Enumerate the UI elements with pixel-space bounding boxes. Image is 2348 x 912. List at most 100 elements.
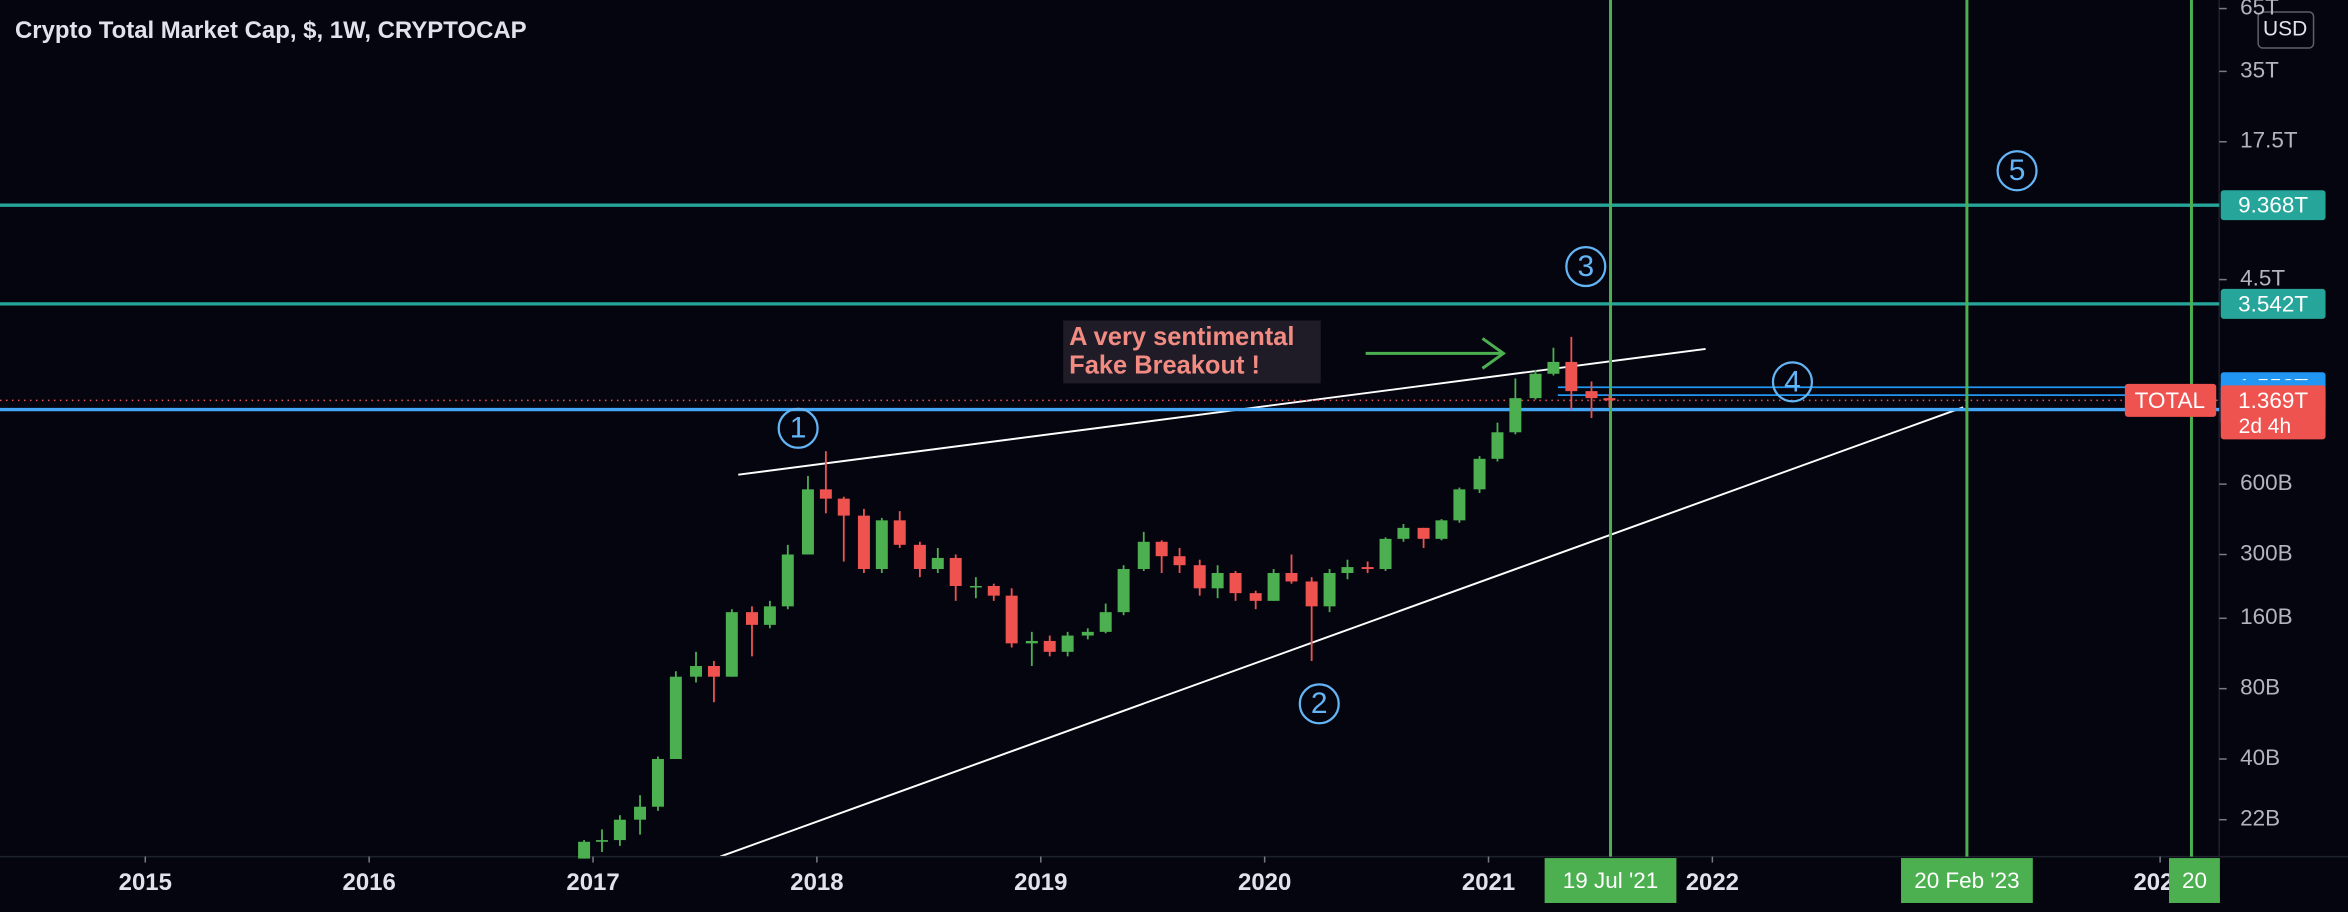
x-tick-label: 2020 xyxy=(1238,869,1291,896)
candle-body xyxy=(1025,640,1038,644)
candle-body xyxy=(913,544,926,570)
price-badge-label: 3.542T xyxy=(2238,291,2308,316)
candle-body xyxy=(1491,432,1504,459)
candle-body xyxy=(1453,489,1466,521)
candle-body xyxy=(1099,612,1112,632)
candle-body xyxy=(595,840,608,842)
candle-body xyxy=(1603,398,1616,401)
candle-body xyxy=(875,520,888,570)
candle-body xyxy=(1061,635,1074,652)
y-tick-label: 65T xyxy=(2240,0,2279,19)
candle-body xyxy=(857,515,870,570)
x-tick-label: 2022 xyxy=(1686,869,1739,896)
wave-marker xyxy=(1771,361,1814,403)
y-tick-label: 600B xyxy=(2240,470,2292,495)
arrow-head xyxy=(1481,337,1507,370)
note-line: A very sentimental xyxy=(1069,323,1294,351)
candle-body xyxy=(1267,573,1280,601)
candle-body xyxy=(987,585,1000,596)
y-tick-label: 160B xyxy=(2240,604,2292,629)
y-tick-label: 35T xyxy=(2240,57,2279,82)
candle-body xyxy=(1229,573,1242,594)
candle-body xyxy=(1509,398,1522,433)
candle-body xyxy=(613,819,626,841)
date-badge xyxy=(1544,858,1677,903)
y-tick-label: 17.5T xyxy=(2240,128,2298,153)
candle-body xyxy=(1417,527,1430,539)
note-line: Fake Breakout ! xyxy=(1069,352,1260,380)
candle-body xyxy=(1005,595,1018,644)
candle-body xyxy=(949,557,962,586)
candle-body xyxy=(1529,373,1542,399)
y-tick-label: 80B xyxy=(2240,675,2280,700)
candle-body xyxy=(1547,361,1560,374)
candle-body xyxy=(1117,569,1130,613)
y-tick-label: 40B xyxy=(2240,745,2280,770)
countdown: 2d 4h xyxy=(2239,415,2291,438)
date-badge xyxy=(2168,858,2220,903)
currency-box[interactable] xyxy=(2257,11,2315,49)
wave-label: 3 xyxy=(1577,250,1594,283)
candle-body xyxy=(931,557,944,570)
candle-body xyxy=(1173,556,1186,566)
symbol-badge xyxy=(2124,383,2217,417)
candle-body xyxy=(578,841,591,859)
wave-label: 2 xyxy=(1311,687,1328,720)
symbol-label: TOTAL xyxy=(2135,388,2205,413)
candle-body xyxy=(1565,361,1578,392)
wave-marker xyxy=(1996,150,2038,192)
price-badge-label: 9.368T xyxy=(2238,193,2308,218)
candle-body xyxy=(781,554,794,607)
candle-body xyxy=(1193,565,1206,589)
candle-body xyxy=(1043,640,1056,652)
wave-label: 1 xyxy=(790,412,807,445)
price-badge xyxy=(2220,288,2326,319)
candle-body xyxy=(1249,593,1262,601)
candle-body xyxy=(1305,581,1318,607)
candle-body xyxy=(763,606,776,625)
candle-body xyxy=(745,612,758,625)
date-badge-label: 20 Feb '23 xyxy=(1914,868,2019,893)
candle-body xyxy=(1585,391,1598,399)
x-tick-label: 2015 xyxy=(119,869,172,896)
x-tick-label: 2018 xyxy=(790,869,843,896)
last-price-label: 1.369T xyxy=(2238,388,2308,413)
candle-body xyxy=(707,666,720,677)
candle-body xyxy=(893,520,906,545)
candle-body xyxy=(1155,541,1168,557)
wave-label: 5 xyxy=(2009,154,2026,187)
candle-body xyxy=(1361,567,1374,570)
y-tick-label: 22B xyxy=(2240,806,2280,831)
currency[interactable]: USD xyxy=(2263,18,2307,41)
candle-body xyxy=(801,489,814,555)
candle-body xyxy=(1285,573,1298,582)
wave-label: 4 xyxy=(1784,365,1801,398)
candle-body xyxy=(669,676,682,760)
date-badge-label: 20 xyxy=(2182,868,2207,893)
note-box xyxy=(1063,320,1321,384)
trend-line xyxy=(719,406,1964,858)
chart-title: Crypto Total Market Cap, $, 1W, CRYPTOCA… xyxy=(15,17,527,44)
candle-body xyxy=(837,498,850,516)
candle-body xyxy=(1323,573,1336,607)
candle-body xyxy=(1137,541,1150,570)
x-tick-label: 2017 xyxy=(566,869,619,896)
candle-body xyxy=(1081,631,1094,636)
candle-body xyxy=(725,612,738,677)
candle-body xyxy=(1435,520,1448,539)
candle-body xyxy=(1473,458,1486,490)
candle-body xyxy=(690,666,703,677)
candle-body xyxy=(1379,538,1392,570)
candle-body xyxy=(1397,527,1410,539)
candle-body xyxy=(651,759,664,807)
date-badge-label: 19 Jul '21 xyxy=(1563,868,1658,893)
wave-marker xyxy=(1565,245,1607,288)
price-badge xyxy=(2220,190,2326,221)
y-tick-label: 4.5T xyxy=(2240,266,2285,291)
candle-body xyxy=(1211,573,1224,589)
